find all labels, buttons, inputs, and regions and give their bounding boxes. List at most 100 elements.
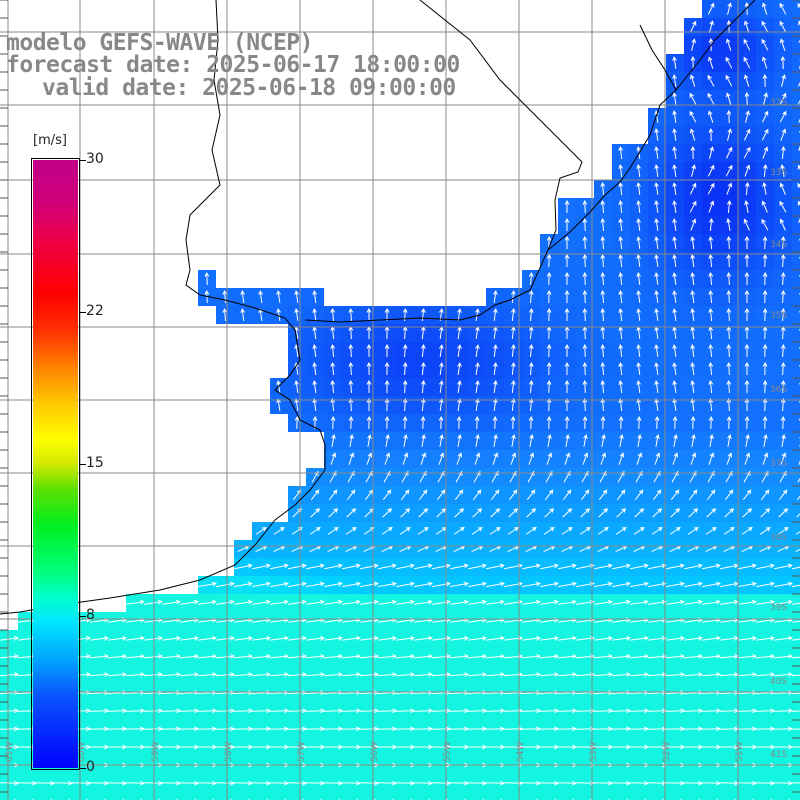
wind-arrow: [546, 397, 552, 412]
wind-arrow: [366, 343, 372, 358]
wind-arrow: [539, 672, 560, 677]
wind-arrow: [468, 636, 487, 641]
wind-arrow: [475, 380, 480, 393]
wind-arrow: [540, 599, 559, 605]
wind-arrow: [792, 566, 800, 570]
wind-arrow: [744, 379, 750, 394]
wind-arrow: [707, 2, 715, 15]
wind-arrow: [306, 563, 325, 570]
wind-arrow: [688, 489, 698, 501]
wind-arrow: [773, 672, 794, 677]
wind-arrow: [654, 290, 659, 303]
wind-arrow: [400, 489, 410, 501]
wind-arrow: [780, 452, 787, 465]
wind-arrow: [636, 344, 641, 357]
wind-arrow: [310, 508, 321, 518]
wind-arrow: [348, 415, 354, 430]
wind-arrow: [688, 508, 699, 518]
wind-arrow: [539, 654, 560, 659]
wind-arrow: [564, 452, 571, 465]
wind-arrow: [439, 362, 444, 375]
wind-arrow: [413, 654, 434, 659]
wind-arrow: [744, 253, 750, 268]
wind-arrow: [402, 397, 408, 412]
wind-arrow: [360, 599, 379, 605]
wind-arrow: [618, 235, 624, 250]
wind-arrow: [510, 397, 516, 412]
wind-arrow: [564, 397, 570, 411]
wind-arrow: [420, 379, 426, 394]
wind-arrow: [366, 415, 372, 430]
latitude-label: 38S: [770, 533, 787, 543]
wind-arrow: [522, 563, 541, 570]
speed-cell: [792, 342, 800, 360]
wind-arrow: [756, 599, 775, 605]
wind-arrow: [269, 672, 290, 677]
wind-arrow: [511, 434, 516, 447]
wind-arrow: [725, 146, 733, 159]
wind-arrow: [780, 55, 786, 70]
wind-arrow: [431, 708, 452, 714]
wind-arrow: [582, 217, 588, 232]
wind-arrow: [797, 182, 800, 189]
wind-arrow: [779, 20, 787, 33]
wind-arrow: [546, 379, 552, 394]
wind-arrow: [143, 672, 164, 677]
speed-cell: [360, 792, 378, 800]
wind-arrow: [648, 563, 667, 570]
wind-arrow: [312, 361, 318, 376]
colorbar-tick-label: 15: [86, 455, 104, 471]
wind-arrow: [598, 489, 608, 501]
wind-arrow: [564, 379, 570, 393]
wind-arrow: [125, 654, 146, 659]
wind-arrow: [690, 379, 696, 394]
wind-arrow: [763, 92, 768, 105]
wind-arrow: [547, 434, 552, 447]
wind-arrow: [672, 272, 677, 285]
wind-arrow: [636, 380, 641, 393]
longitude-label: 54W: [516, 742, 526, 762]
wind-arrow: [792, 584, 800, 588]
wind-arrow: [414, 636, 433, 641]
wind-arrow: [528, 271, 534, 286]
wind-arrow: [449, 780, 470, 786]
wind-arrow: [655, 434, 660, 447]
wind-arrow: [403, 434, 408, 447]
wind-arrow: [669, 527, 681, 535]
wind-arrow: [125, 708, 146, 714]
wind-arrow: [654, 128, 659, 141]
wind-arrow: [449, 708, 470, 714]
wind-arrow: [600, 343, 606, 358]
wind-arrow: [683, 654, 704, 659]
wind-arrow: [471, 527, 483, 535]
wind-arrow: [582, 397, 588, 412]
wind-arrow: [665, 780, 686, 786]
wind-arrow: [726, 397, 732, 412]
wind-arrow: [557, 780, 578, 786]
wind-arrow: [528, 343, 534, 358]
wind-arrow: [89, 780, 110, 786]
wind-arrow: [377, 780, 398, 786]
wind-arrow: [618, 217, 624, 232]
wind-arrow: [582, 361, 588, 376]
wind-arrow: [414, 563, 433, 570]
wind-arrow: [557, 708, 578, 714]
wind-arrow: [629, 672, 650, 677]
longitude-label: 52W: [662, 742, 672, 762]
wind-arrow: [107, 708, 128, 714]
wind-arrow: [432, 581, 451, 588]
wind-arrow: [708, 200, 715, 213]
speed-cell: [792, 90, 800, 108]
speed-cell: [558, 792, 576, 800]
wind-arrow: [270, 563, 289, 570]
wind-arrow: [508, 508, 519, 518]
wind-arrow: [791, 674, 800, 677]
wind-arrow: [522, 581, 541, 588]
wind-arrow: [564, 199, 570, 213]
wind-arrow: [288, 581, 307, 588]
wind-arrow: [564, 217, 570, 231]
speed-cell: [792, 36, 800, 54]
wind-arrow: [651, 527, 663, 535]
wind-arrow: [762, 415, 768, 430]
speed-cell: [792, 0, 800, 18]
